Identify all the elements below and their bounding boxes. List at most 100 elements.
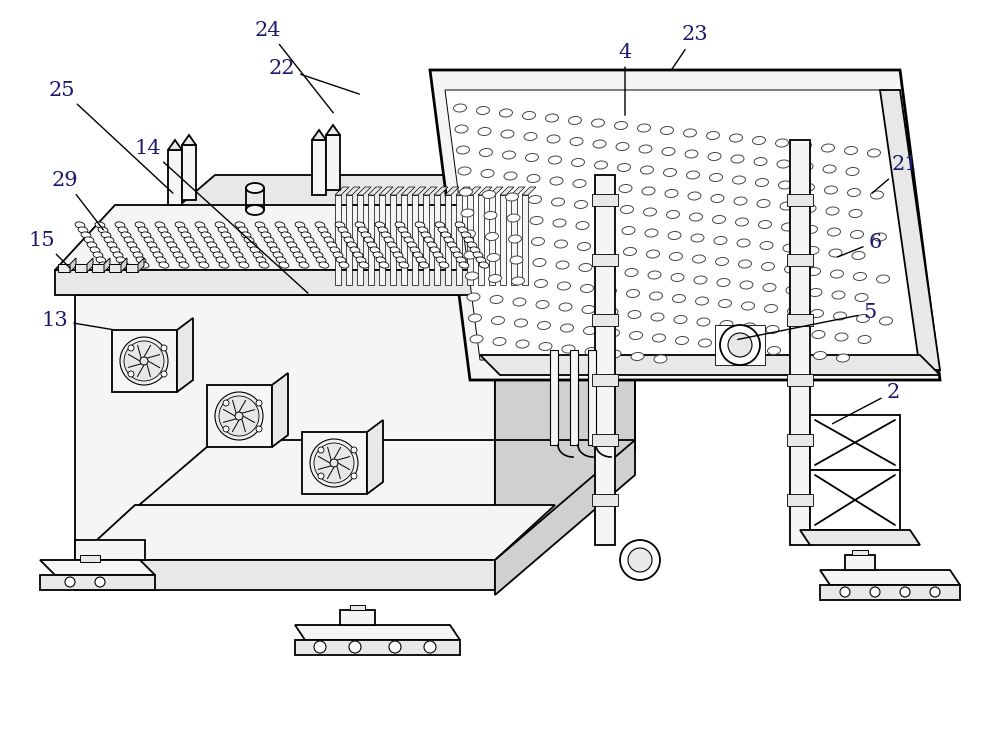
- Ellipse shape: [524, 133, 537, 140]
- Polygon shape: [177, 318, 193, 392]
- Circle shape: [870, 587, 880, 597]
- Ellipse shape: [247, 242, 257, 248]
- Ellipse shape: [776, 139, 788, 147]
- Ellipse shape: [848, 188, 860, 196]
- Ellipse shape: [356, 257, 366, 263]
- Circle shape: [223, 426, 229, 432]
- Ellipse shape: [584, 326, 596, 334]
- Ellipse shape: [762, 262, 774, 271]
- Polygon shape: [490, 205, 550, 295]
- Ellipse shape: [631, 352, 644, 361]
- Polygon shape: [412, 187, 426, 195]
- Ellipse shape: [592, 119, 604, 127]
- Ellipse shape: [493, 338, 506, 346]
- Ellipse shape: [127, 242, 137, 248]
- Ellipse shape: [213, 252, 223, 258]
- Ellipse shape: [868, 149, 880, 157]
- Ellipse shape: [707, 131, 719, 140]
- Circle shape: [351, 473, 357, 479]
- Ellipse shape: [650, 292, 662, 300]
- Ellipse shape: [579, 263, 592, 272]
- Ellipse shape: [558, 282, 570, 290]
- Polygon shape: [379, 187, 393, 195]
- Ellipse shape: [396, 257, 406, 263]
- Ellipse shape: [339, 262, 349, 268]
- Polygon shape: [104, 258, 110, 272]
- Ellipse shape: [457, 146, 469, 154]
- Circle shape: [728, 333, 752, 357]
- Ellipse shape: [456, 257, 466, 263]
- Polygon shape: [368, 195, 374, 285]
- Ellipse shape: [370, 247, 380, 253]
- Ellipse shape: [582, 305, 595, 314]
- Ellipse shape: [501, 130, 514, 138]
- Ellipse shape: [835, 333, 848, 341]
- Polygon shape: [401, 195, 407, 285]
- Polygon shape: [87, 258, 93, 272]
- Polygon shape: [592, 194, 618, 206]
- Ellipse shape: [805, 226, 817, 233]
- Polygon shape: [379, 195, 385, 285]
- Ellipse shape: [791, 349, 803, 357]
- Circle shape: [128, 345, 134, 351]
- Polygon shape: [880, 90, 940, 370]
- Text: 5: 5: [738, 304, 877, 340]
- Ellipse shape: [450, 247, 460, 253]
- Ellipse shape: [550, 177, 563, 185]
- Polygon shape: [456, 195, 462, 285]
- Ellipse shape: [777, 160, 790, 168]
- Ellipse shape: [527, 175, 540, 182]
- Ellipse shape: [104, 237, 114, 243]
- Ellipse shape: [625, 268, 638, 277]
- Polygon shape: [340, 610, 375, 625]
- Ellipse shape: [236, 257, 246, 263]
- Ellipse shape: [110, 247, 120, 253]
- Ellipse shape: [599, 224, 612, 232]
- Polygon shape: [390, 187, 404, 195]
- Ellipse shape: [509, 235, 521, 243]
- Ellipse shape: [569, 116, 581, 124]
- Ellipse shape: [470, 247, 480, 253]
- Polygon shape: [367, 420, 383, 494]
- Circle shape: [235, 412, 243, 420]
- Ellipse shape: [754, 158, 767, 166]
- Ellipse shape: [785, 265, 797, 273]
- Ellipse shape: [846, 167, 859, 176]
- Polygon shape: [511, 187, 525, 195]
- Ellipse shape: [789, 328, 802, 336]
- Ellipse shape: [99, 262, 109, 268]
- Ellipse shape: [84, 237, 94, 243]
- Text: 13: 13: [42, 310, 112, 329]
- Polygon shape: [592, 314, 618, 326]
- Polygon shape: [335, 187, 349, 195]
- Ellipse shape: [555, 240, 567, 248]
- Ellipse shape: [195, 222, 205, 228]
- Polygon shape: [845, 555, 875, 570]
- Polygon shape: [810, 470, 900, 530]
- Ellipse shape: [287, 242, 297, 248]
- Ellipse shape: [250, 247, 260, 253]
- Ellipse shape: [627, 290, 639, 298]
- Ellipse shape: [175, 222, 185, 228]
- Ellipse shape: [630, 332, 642, 340]
- Ellipse shape: [338, 227, 348, 233]
- Ellipse shape: [118, 227, 128, 233]
- Ellipse shape: [153, 252, 163, 258]
- Ellipse shape: [492, 316, 504, 325]
- Ellipse shape: [639, 145, 652, 153]
- Polygon shape: [121, 258, 127, 272]
- Ellipse shape: [641, 166, 653, 174]
- Ellipse shape: [95, 222, 105, 228]
- Circle shape: [223, 400, 229, 406]
- Polygon shape: [207, 385, 272, 447]
- Ellipse shape: [601, 245, 613, 253]
- Ellipse shape: [398, 227, 408, 233]
- Ellipse shape: [653, 334, 665, 342]
- Text: 29: 29: [52, 170, 103, 230]
- Ellipse shape: [693, 255, 705, 263]
- Polygon shape: [489, 195, 495, 285]
- Circle shape: [215, 392, 263, 440]
- Ellipse shape: [578, 242, 590, 250]
- Ellipse shape: [101, 232, 111, 238]
- Ellipse shape: [461, 232, 471, 238]
